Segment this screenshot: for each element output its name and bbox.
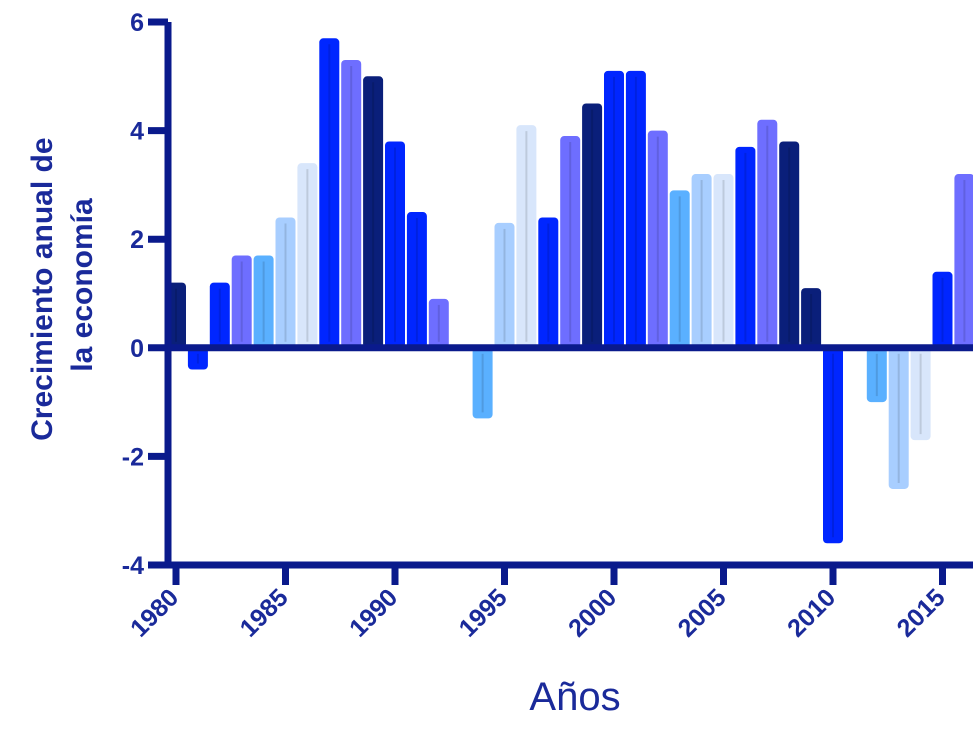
bar-1992 — [428, 298, 449, 348]
bar-1995 — [494, 222, 515, 348]
bar-2014 — [910, 347, 931, 441]
bar-2012 — [866, 347, 887, 403]
bar-1981 — [187, 347, 208, 370]
bar-2005 — [713, 174, 734, 348]
bar-rect-1999 — [582, 103, 603, 348]
bar-1997 — [538, 217, 559, 348]
bar-rect-2006 — [735, 146, 756, 348]
bar-2007 — [757, 119, 778, 348]
bar-rect-2014 — [910, 347, 931, 441]
bar-rect-1983 — [231, 255, 252, 348]
bar-2003 — [669, 190, 690, 348]
bar-rect-1982 — [209, 282, 230, 348]
y-axis-title-line-2: la economía — [66, 198, 99, 372]
bar-rect-1989 — [363, 76, 384, 348]
bar-rect-2016 — [954, 174, 973, 348]
bar-rect-2005 — [713, 174, 734, 348]
x-tick-label-2000: 2000 — [563, 583, 622, 642]
bar-rect-2000 — [604, 70, 624, 348]
bar-rect-1985 — [275, 217, 296, 348]
y-axis-title: Crecimiento anual de la economía — [26, 129, 99, 441]
bar-1982 — [209, 282, 230, 348]
bar-rect-1995 — [494, 222, 515, 348]
y-tick-label--2: -2 — [122, 443, 144, 471]
bar-1987 — [319, 38, 340, 348]
bar-1984 — [253, 255, 274, 348]
axes-group — [148, 18, 973, 585]
bar-rect-2002 — [647, 130, 668, 348]
bar-rect-1990 — [385, 141, 405, 348]
bar-rect-1998 — [560, 136, 581, 348]
x-tick-label-2015: 2015 — [892, 583, 951, 642]
bar-1985 — [275, 217, 296, 348]
x-tick-label-1990: 1990 — [344, 583, 403, 642]
bar-2016 — [954, 174, 973, 348]
bar-1994 — [472, 347, 493, 419]
bar-rect-1988 — [341, 60, 362, 348]
bar-rect-1994 — [472, 347, 493, 419]
bar-2008 — [779, 141, 800, 348]
bar-1999 — [582, 103, 603, 348]
bar-rect-1992 — [428, 298, 449, 348]
bar-rect-2012 — [866, 347, 887, 403]
bar-rect-2003 — [669, 190, 690, 348]
bar-rect-1984 — [253, 255, 274, 348]
bar-rect-1996 — [516, 125, 537, 348]
bar-rect-1986 — [297, 163, 318, 348]
bar-1989 — [363, 76, 384, 348]
bar-rect-1997 — [538, 217, 559, 348]
bar-2010 — [823, 347, 843, 544]
bar-1983 — [231, 255, 252, 348]
bar-1996 — [516, 125, 537, 348]
bar-rect-2004 — [691, 174, 712, 348]
bar-2015 — [932, 271, 953, 348]
x-tick-label-2010: 2010 — [782, 583, 841, 642]
bar-1998 — [560, 136, 581, 348]
bar-2006 — [735, 146, 756, 348]
bar-rect-1981 — [187, 347, 208, 370]
bar-2009 — [801, 288, 822, 348]
bar-rect-1987 — [319, 38, 340, 348]
y-tick-label-6: 6 — [130, 9, 144, 37]
bar-1986 — [297, 163, 318, 348]
y-tick-label-0: 0 — [130, 335, 144, 363]
bar-rect-1991 — [406, 212, 427, 348]
x-tick-label-1980: 1980 — [125, 583, 184, 642]
bar-rect-2001 — [625, 70, 646, 348]
bar-rect-2015 — [932, 271, 953, 348]
bar-rect-2007 — [757, 119, 778, 348]
y-tick-label--4: -4 — [122, 552, 144, 580]
bar-1988 — [341, 60, 362, 348]
bar-rect-2009 — [801, 288, 822, 348]
bars-group — [166, 38, 973, 544]
x-tick-label-1995: 1995 — [454, 583, 513, 642]
bar-rect-2008 — [779, 141, 800, 348]
y-tick-label-4: 4 — [130, 118, 144, 146]
bar-2002 — [647, 130, 668, 348]
bar-2013 — [888, 347, 909, 489]
y-tick-label-2: 2 — [130, 226, 144, 254]
x-axis-title: Años — [529, 675, 620, 719]
bar-1990 — [385, 141, 405, 348]
bar-2000 — [604, 70, 624, 348]
bar-1991 — [406, 212, 427, 348]
x-tick-label-2005: 2005 — [673, 583, 732, 642]
bar-2004 — [691, 174, 712, 348]
x-tick-label-1985: 1985 — [235, 583, 294, 642]
bar-rect-2013 — [888, 347, 909, 489]
bar-rect-2010 — [823, 347, 843, 544]
y-axis-title-line-1: Crecimiento anual de — [26, 137, 59, 440]
bar-2001 — [625, 70, 646, 348]
